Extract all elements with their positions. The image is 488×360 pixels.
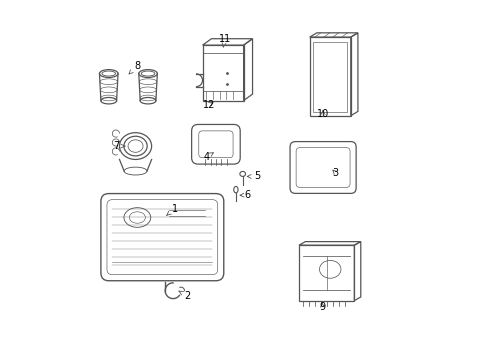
Text: 1: 1 <box>166 203 178 215</box>
Text: 6: 6 <box>240 190 250 200</box>
Text: 2: 2 <box>179 291 190 301</box>
Text: 12: 12 <box>202 100 215 110</box>
Text: 10: 10 <box>316 109 328 119</box>
Bar <box>309 37 350 116</box>
Bar <box>298 245 354 301</box>
Text: 7: 7 <box>113 141 124 151</box>
Text: 5: 5 <box>247 171 260 181</box>
Text: 11: 11 <box>218 34 230 47</box>
Text: 3: 3 <box>332 168 338 178</box>
Bar <box>313 42 346 112</box>
Text: 9: 9 <box>319 302 325 312</box>
Text: 4: 4 <box>203 152 213 162</box>
Text: 8: 8 <box>129 61 140 74</box>
Bar <box>202 45 243 100</box>
